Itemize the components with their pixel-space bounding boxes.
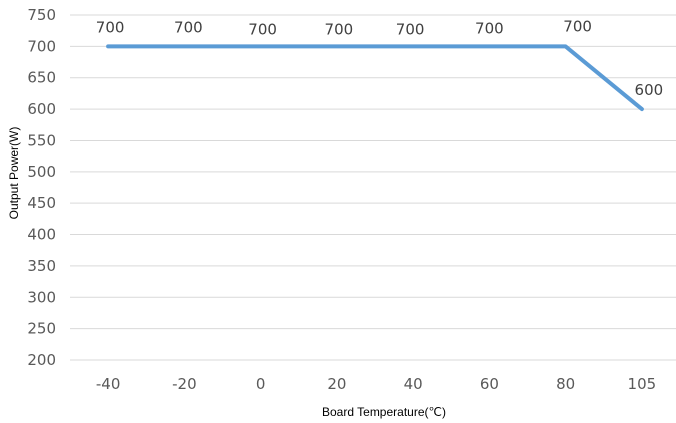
y-tick-label: 250 — [27, 320, 56, 338]
y-tick-label: 600 — [27, 100, 56, 118]
y-tick-label: 750 — [27, 6, 56, 24]
y-axis-tick-labels: 200 250 300 350 400 450 500 550 600 650 700 750 — [27, 6, 56, 369]
data-label: 600 — [635, 81, 664, 99]
y-tick-label: 550 — [27, 131, 56, 149]
data-labels: 700 700 700 700 700 700 700 600 — [96, 17, 663, 99]
x-tick-label: -20 — [172, 375, 197, 393]
y-tick-label: 450 — [27, 194, 56, 212]
x-tick-label: -40 — [96, 375, 121, 393]
gridlines — [70, 14, 676, 361]
x-tick-label: 60 — [480, 375, 499, 393]
data-label: 700 — [396, 20, 425, 38]
x-axis-tick-labels: -40 -20 0 20 40 60 80 105 — [96, 375, 656, 393]
y-tick-label: 700 — [27, 37, 56, 55]
y-tick-label: 400 — [27, 226, 56, 244]
data-label: 700 — [248, 20, 277, 38]
x-tick-label: 40 — [404, 375, 423, 393]
data-label: 700 — [325, 20, 354, 38]
y-tick-label: 300 — [27, 288, 56, 306]
x-tick-label: 80 — [556, 375, 575, 393]
y-tick-label: 350 — [27, 257, 56, 275]
y-tick-label: 650 — [27, 69, 56, 87]
x-axis-title: Board Temperature(℃) — [322, 405, 446, 419]
x-tick-label: 105 — [628, 375, 657, 393]
series-line-0 — [106, 44, 644, 112]
y-tick-label: 500 — [27, 163, 56, 181]
y-tick-label: 200 — [27, 351, 56, 369]
data-label: 700 — [475, 19, 504, 37]
data-label: 700 — [96, 18, 125, 36]
data-label: 700 — [174, 18, 203, 36]
series-group — [106, 44, 644, 112]
y-axis-title: Output Power(W) — [7, 127, 21, 220]
data-label: 700 — [563, 17, 592, 35]
x-tick-label: 20 — [327, 375, 346, 393]
x-tick-label: 0 — [256, 375, 266, 393]
